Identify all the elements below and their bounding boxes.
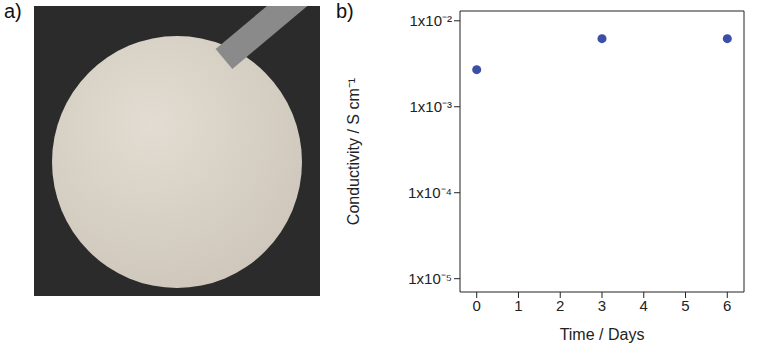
svg-text:1: 1: [514, 297, 522, 314]
svg-text:Conductivity / S cm⁻¹: Conductivity / S cm⁻¹: [345, 78, 362, 225]
html-text:a): a): [4, 0, 22, 22]
svg-text:Time / Days: Time / Days: [560, 326, 645, 343]
svg-text:1x10⁻²: 1x10⁻²: [409, 12, 452, 29]
svg-text:6: 6: [723, 297, 731, 314]
svg-text:2: 2: [556, 297, 564, 314]
svg-text:4: 4: [640, 297, 648, 314]
html-text:b): b): [336, 0, 354, 22]
svg-text:1x10⁻⁴: 1x10⁻⁴: [408, 184, 452, 201]
svg-text:1x10⁻⁵: 1x10⁻⁵: [408, 270, 452, 287]
svg-text:0: 0: [473, 297, 481, 314]
svg-text:5: 5: [681, 297, 689, 314]
svg-text:1x10⁻³: 1x10⁻³: [409, 98, 452, 115]
svg-text:3: 3: [598, 297, 606, 314]
